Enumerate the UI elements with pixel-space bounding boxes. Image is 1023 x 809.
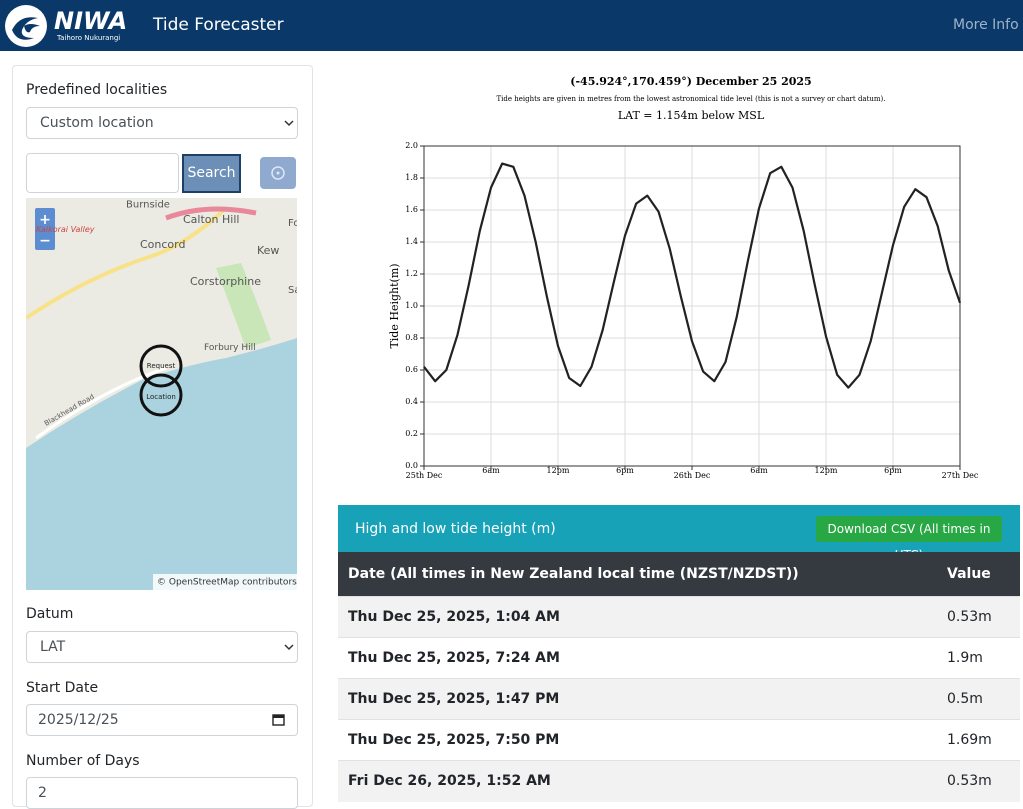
table-cell: Thu Dec 25, 2025, 7:50 PM xyxy=(348,732,560,748)
download-button[interactable]: Download CSV (All times in UTC) xyxy=(816,516,1002,562)
y-tick-label: 0.0 xyxy=(405,461,418,470)
x-tick-label: 27th Dec xyxy=(942,471,979,480)
table-cell: 1.69m xyxy=(947,732,992,748)
predefined-select[interactable]: Custom location xyxy=(26,107,298,139)
datum-label: Datum xyxy=(26,606,74,622)
map[interactable]: + − Burnside Calton Hill Kaikorai Valley… xyxy=(26,198,297,590)
map-place: Calton Hill xyxy=(183,213,239,226)
table-title: High and low tide height (m) xyxy=(355,521,556,537)
map-place: Forbury Hill xyxy=(204,343,256,353)
map-marker-label: Location xyxy=(146,393,176,401)
table-row: Thu Dec 25, 2025, 7:24 AM 1.9m xyxy=(338,637,1020,679)
table-row: Thu Dec 25, 2025, 1:47 PM 0.5m xyxy=(338,678,1020,720)
map-place: Kew xyxy=(257,244,279,257)
x-tick-label: 6pm xyxy=(884,466,902,475)
y-tick-label: 1.8 xyxy=(405,173,418,182)
map-place: Burnside xyxy=(126,199,170,210)
search-button[interactable]: Search xyxy=(182,154,241,193)
logo-icon xyxy=(5,5,47,47)
start-date-input[interactable]: 2025/12/25 xyxy=(26,704,298,736)
chart-annotation: LAT = 1.154m below MSL xyxy=(618,109,765,122)
chart: (-45.924°,170.459°) December 25 2025 Tid… xyxy=(388,75,979,480)
x-tick-label: 25th Dec xyxy=(406,471,443,480)
y-tick-label: 1.4 xyxy=(405,237,418,246)
column-header: Value xyxy=(947,566,991,582)
table-cell: 0.5m xyxy=(947,691,983,707)
map-place: Corstorphine xyxy=(190,275,261,288)
header: NIWA Taihoro Nukurangi Tide Forecaster M… xyxy=(0,0,1023,51)
chart-title: (-45.924°,170.459°) December 25 2025 xyxy=(570,75,811,88)
x-tick-label: 12pm xyxy=(547,466,570,475)
table-cell: Thu Dec 25, 2025, 1:04 AM xyxy=(348,609,560,625)
table-cell: Fri Dec 26, 2025, 1:52 AM xyxy=(348,773,551,789)
map-place: Concord xyxy=(140,238,185,251)
y-tick-label: 0.4 xyxy=(405,397,418,406)
map-place: Kaikorai Valley xyxy=(36,225,95,234)
y-tick-label: 2.0 xyxy=(405,141,418,150)
chart-subtitle: Tide heights are given in metres from th… xyxy=(496,95,885,103)
map-attribution: © OpenStreetMap contributors. xyxy=(157,578,297,588)
y-tick-label: 0.2 xyxy=(405,429,418,438)
y-tick-label: 1.6 xyxy=(405,205,418,214)
more-info-link[interactable]: More Info xyxy=(953,17,1019,33)
map-marker-label: Request xyxy=(147,362,176,370)
predefined-label: Predefined localities xyxy=(26,82,168,98)
table-row: Thu Dec 25, 2025, 7:50 PM 1.69m xyxy=(338,719,1020,761)
x-tick-label: 26th Dec xyxy=(674,471,711,480)
y-tick-label: 1.2 xyxy=(405,269,418,278)
table-cell: 0.53m xyxy=(947,609,992,625)
x-tick-label: 6am xyxy=(750,466,768,475)
table-cell: Thu Dec 25, 2025, 1:47 PM xyxy=(348,691,560,707)
app-title: Tide Forecaster xyxy=(153,15,284,35)
x-tick-label: 6pm xyxy=(616,466,634,475)
logo-subtitle: Taihoro Nukurangi xyxy=(57,34,121,42)
start-date-label: Start Date xyxy=(26,680,99,696)
search-input[interactable] xyxy=(26,153,179,193)
days-label: Number of Days xyxy=(26,753,140,769)
select-chevron xyxy=(284,644,294,651)
map-place: Fo xyxy=(288,218,297,229)
table-row: Fri Dec 26, 2025, 1:52 AM 0.53m xyxy=(338,760,1020,802)
y-tick-label: 0.6 xyxy=(405,365,418,374)
logo-text: NIWA xyxy=(54,7,128,35)
y-tick-label: 1.0 xyxy=(405,301,418,310)
tide-line xyxy=(423,162,962,389)
calendar-icon[interactable] xyxy=(272,713,285,726)
table-column-header xyxy=(338,552,1020,596)
zoom-out[interactable]: − xyxy=(39,233,51,249)
map-place: Sa xyxy=(288,285,297,296)
table-row: Thu Dec 25, 2025, 1:04 AM 0.53m xyxy=(338,596,1020,638)
y-tick-label: 0.8 xyxy=(405,333,418,342)
column-header: Date (All times in New Zealand local tim… xyxy=(348,566,799,582)
table-cell: 0.53m xyxy=(947,773,992,789)
locate-button[interactable] xyxy=(260,157,296,189)
x-tick-label: 6am xyxy=(482,466,500,475)
table-cell: Thu Dec 25, 2025, 7:24 AM xyxy=(348,650,560,666)
select-chevron xyxy=(284,120,294,127)
table-cell: 1.9m xyxy=(947,650,983,666)
plot-frame xyxy=(423,145,961,467)
datum-select[interactable]: LAT xyxy=(26,631,298,663)
y-axis-label: Tide Height(m) xyxy=(388,263,401,348)
days-input[interactable]: 2 xyxy=(26,777,298,809)
zoom-in[interactable]: + xyxy=(39,212,51,228)
x-tick-label: 12pm xyxy=(815,466,838,475)
